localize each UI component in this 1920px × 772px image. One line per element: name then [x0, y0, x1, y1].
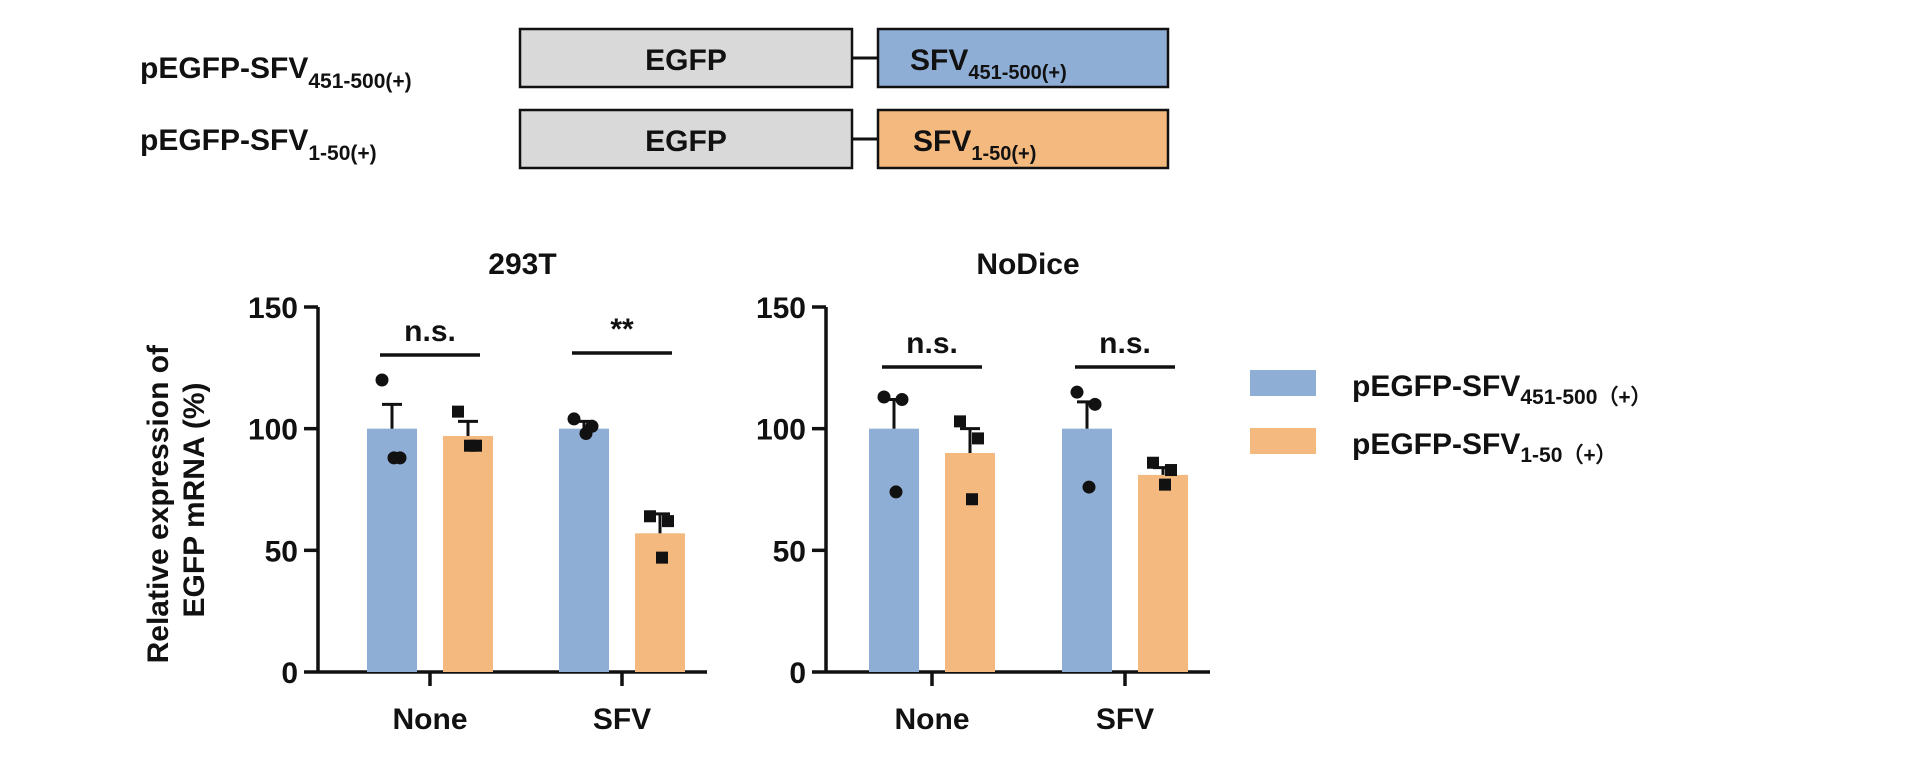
construct-2-sfv-box: [876, 108, 1170, 170]
significance-label: n.s.: [906, 327, 958, 360]
legend-label-1: pEGFP-SFV451-500（+）: [1352, 370, 1652, 409]
construct-row-2: pEGFP-SFV1-50(+) EGFP SFV1-50(+): [140, 108, 1170, 170]
y-axis-label: Relative expression of EGFP mRNA (%): [142, 337, 211, 664]
data-point: [889, 485, 903, 499]
data-point: [1082, 480, 1096, 494]
data-point: [895, 392, 909, 406]
construct-2-egfp-box: [518, 108, 854, 170]
bar: [869, 428, 919, 672]
construct-1-sfv-label: SFV451-500(+): [910, 44, 1067, 84]
y-tick-label: 0: [281, 657, 298, 690]
data-point: [1165, 464, 1177, 477]
y-tick-label: 50: [265, 535, 298, 568]
data-point: [954, 415, 966, 428]
bar: [367, 428, 417, 672]
bar: [1062, 428, 1112, 672]
data-point: [1147, 456, 1159, 469]
significance-label: **: [610, 313, 634, 346]
data-point: [662, 515, 674, 528]
legend-swatch-1: [1250, 370, 1316, 396]
data-point: [644, 510, 656, 523]
x-tick-label: None: [895, 703, 970, 736]
data-point: [375, 373, 389, 387]
data-point: [656, 551, 668, 564]
construct-1-name: pEGFP-SFV451-500(+): [140, 52, 412, 93]
significance-label: n.s.: [404, 315, 456, 348]
data-point: [387, 451, 401, 465]
construct-row-1: pEGFP-SFV451-500(+) EGFP SFV451-500(+): [140, 27, 1170, 93]
data-point: [567, 412, 581, 426]
data-point: [1088, 397, 1102, 411]
chart-title: 293T: [488, 248, 556, 281]
data-point: [972, 432, 984, 445]
data-point: [464, 439, 476, 452]
x-tick-label: SFV: [593, 703, 651, 736]
x-tick-label: SFV: [1096, 703, 1154, 736]
data-point: [579, 427, 593, 441]
data-point: [1159, 478, 1171, 491]
construct-2-sfv-label: SFV1-50(+): [913, 125, 1036, 165]
legend-swatch-2: [1250, 428, 1316, 454]
construct-1-sfv-box: [876, 27, 1170, 89]
x-tick-label: None: [393, 703, 468, 736]
data-point: [1070, 385, 1084, 399]
y-tick-label: 150: [248, 292, 298, 325]
construct-2-egfp-label: EGFP: [645, 125, 727, 158]
legend-label-2: pEGFP-SFV1-50（+）: [1352, 428, 1617, 467]
construct-diagram: pEGFP-SFV451-500(+) EGFP SFV451-500(+) p…: [140, 27, 1170, 170]
legend: pEGFP-SFV451-500（+） pEGFP-SFV1-50（+）: [1250, 370, 1652, 467]
construct-1-egfp-box: [518, 27, 854, 89]
bar: [559, 428, 609, 672]
y-tick-label: 100: [248, 414, 298, 447]
chart-title: NoDice: [976, 248, 1079, 281]
data-point: [966, 493, 978, 506]
bar: [945, 453, 995, 672]
construct-1-egfp-label: EGFP: [645, 44, 727, 77]
significance-label: n.s.: [1099, 327, 1151, 360]
chart-293t: 293T 0 50 100 150 None n.s. SFV **: [248, 248, 707, 736]
data-point: [452, 405, 464, 418]
data-point: [877, 390, 891, 404]
chart-nodice: NoDice 0 50 100 150 None n.s. SFV n.s.: [756, 248, 1210, 736]
y-tick-label: 0: [789, 657, 806, 690]
y-tick-label: 50: [773, 535, 806, 568]
bar: [443, 435, 493, 672]
y-tick-label: 150: [756, 292, 806, 325]
y-tick-label: 100: [756, 414, 806, 447]
construct-2-name: pEGFP-SFV1-50(+): [140, 124, 377, 165]
bar: [1138, 474, 1188, 672]
